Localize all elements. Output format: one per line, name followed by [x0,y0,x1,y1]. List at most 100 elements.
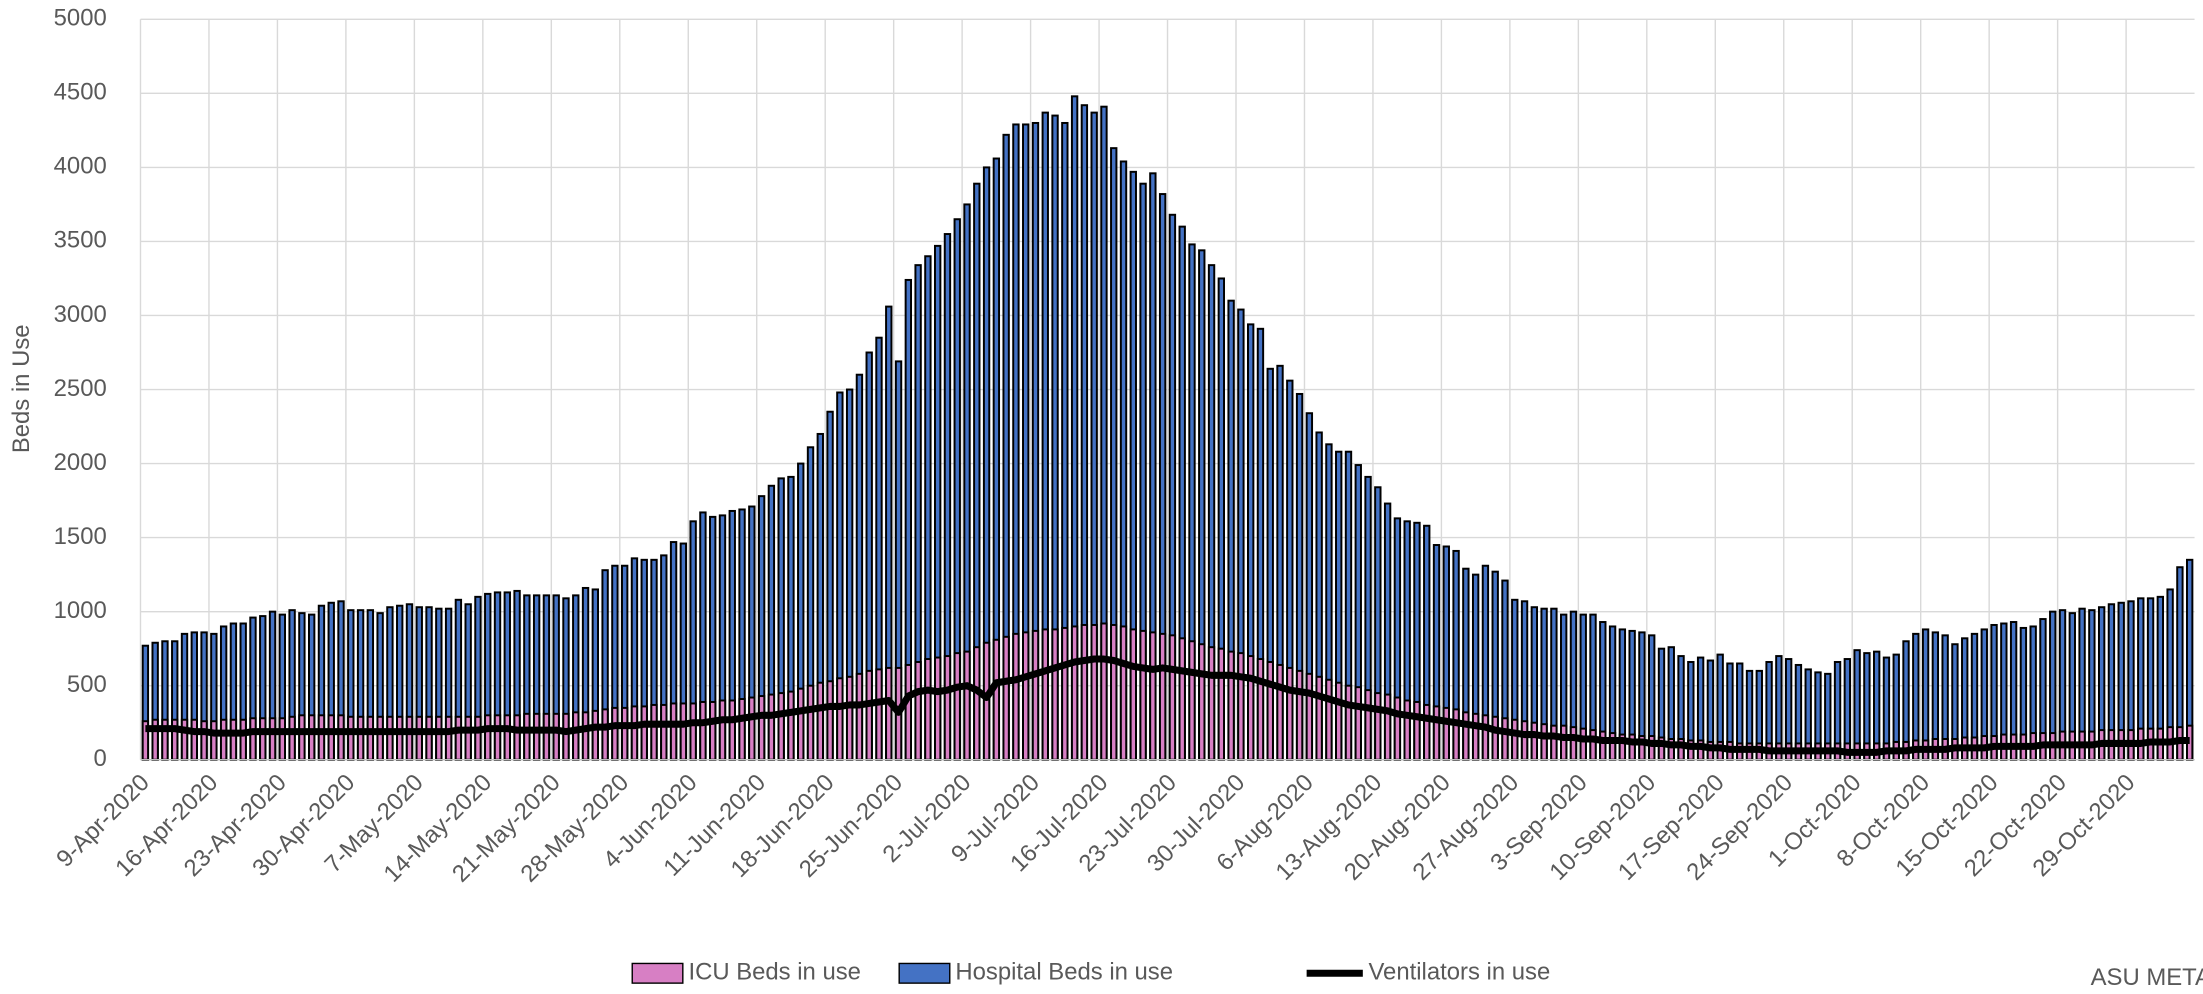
bar [1256,658,1265,761]
bar [875,668,883,761]
bar [1383,693,1392,761]
bar [1374,692,1382,761]
bar [513,714,521,761]
y-tick-label: 0 [93,745,106,772]
bar [317,714,326,761]
bar [963,650,971,761]
bar [973,646,981,761]
bar [1491,715,1499,761]
bar [1178,637,1186,761]
bar [454,715,463,761]
bar [337,714,345,761]
bar [1344,684,1353,761]
bar [425,715,433,761]
bar [1158,632,1167,761]
bar [1540,723,1548,761]
bar [1237,652,1245,761]
bar [1599,730,1607,761]
bar [229,718,238,761]
bar [356,715,365,761]
bar [1403,699,1411,761]
bar [1286,666,1294,761]
bar [268,717,277,761]
line [145,655,2190,756]
bar [1335,681,1343,761]
bar [1393,696,1402,761]
bar [1188,640,1196,761]
bar [405,715,414,761]
bar [239,718,247,761]
y-tick-label: 1500 [54,523,107,550]
bar [327,714,335,761]
bar [601,708,609,761]
bar [669,702,678,761]
bar [288,715,296,761]
bar [307,714,316,761]
bar [572,711,580,761]
bar [1325,678,1333,761]
legend-swatch [631,962,684,984]
bar [219,718,228,761]
bar [1520,720,1529,761]
bar [1080,623,1089,761]
bar [767,693,776,761]
bar [1061,626,1069,761]
bar [1247,655,1255,761]
bar [259,717,267,761]
bar [1168,634,1177,761]
bar [885,666,893,761]
bar [493,714,502,761]
bar [1031,629,1040,761]
bar [1227,650,1235,761]
bar [1198,643,1206,761]
bar [855,672,864,761]
bar [298,714,306,761]
bar [278,717,286,761]
bar [845,675,854,761]
y-tick-label: 3000 [54,301,107,328]
bar [1100,622,1108,761]
bar [464,715,472,761]
y-tick-label: 4000 [54,153,107,180]
bar [836,677,844,761]
bar [630,705,639,761]
y-tick-label: 5000 [54,5,107,32]
bar [943,655,952,761]
bar [1413,700,1421,761]
bar [992,638,1001,761]
y-axis-label: Beds in Use [8,324,35,453]
bar [542,712,551,761]
bar [924,658,932,761]
bar [982,641,991,761]
bar [806,684,815,761]
bar [503,714,511,761]
bar [1481,714,1490,761]
bar [1002,635,1010,761]
bar [1110,623,1118,761]
bar [1530,721,1539,761]
bar [1139,629,1147,761]
bar [1452,708,1460,761]
bar [1051,628,1059,761]
bar [787,690,795,761]
bar [728,699,736,761]
bar [1090,623,1098,761]
bar [904,663,913,761]
bar [1207,646,1216,761]
bar [1129,628,1137,761]
y-tick-label: 3500 [54,227,107,254]
bar [1276,663,1284,761]
bar [679,702,688,761]
bar [709,700,717,761]
bar [366,715,375,761]
bar [748,696,756,761]
bar [1501,717,1509,761]
y-tick-label: 2500 [54,375,107,402]
bar [180,718,189,761]
bar [738,698,746,761]
bar [1119,625,1128,761]
bar [757,695,766,761]
bar [640,705,648,761]
bar [415,715,423,761]
